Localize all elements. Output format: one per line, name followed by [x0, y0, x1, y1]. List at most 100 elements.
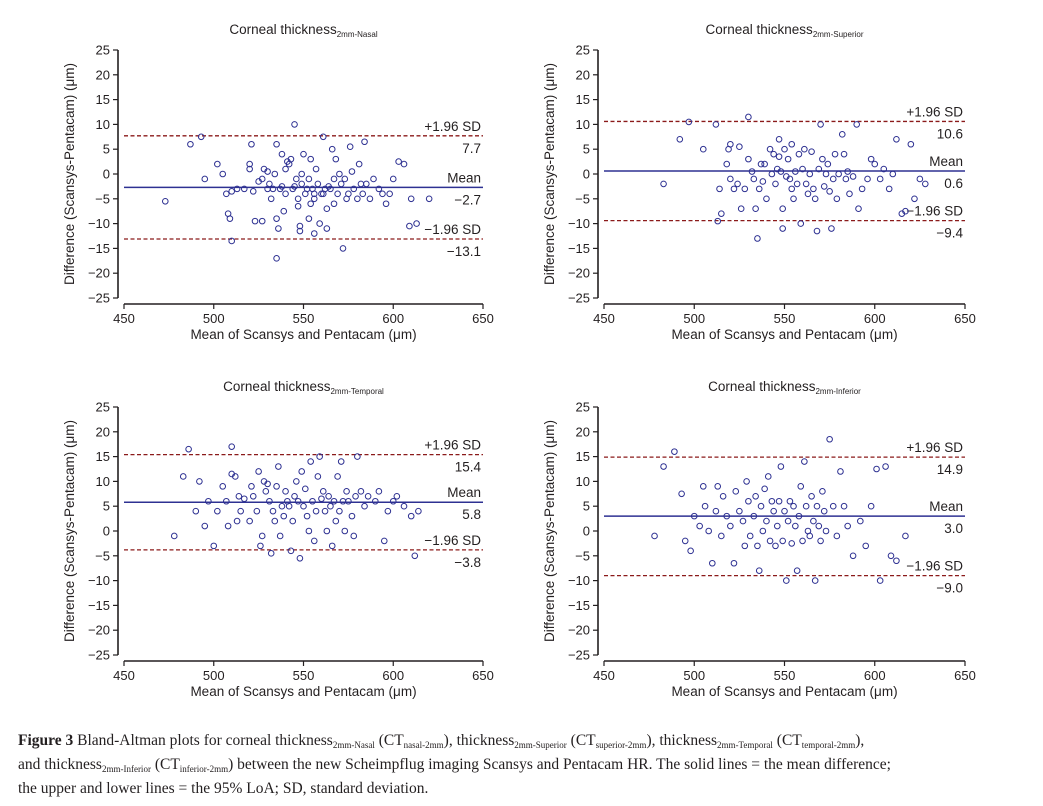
- data-point: [400, 160, 408, 168]
- data-point: [775, 153, 783, 160]
- data-point: [275, 225, 282, 232]
- data-point: [310, 190, 318, 198]
- x-tick-label: 650: [954, 668, 976, 683]
- data-point: [819, 155, 826, 163]
- data-point: [300, 150, 307, 158]
- data-point: [278, 183, 286, 190]
- data-point: [393, 492, 401, 500]
- data-point: [298, 180, 306, 188]
- data-point: [773, 522, 781, 530]
- data-point: [820, 183, 828, 190]
- data-point: [716, 185, 723, 193]
- y-tick-label: −25: [88, 648, 110, 663]
- data-point: [318, 495, 325, 503]
- data-point: [273, 483, 280, 490]
- data-point: [285, 502, 293, 510]
- data-point: [681, 537, 689, 545]
- data-point: [395, 158, 402, 165]
- data-point: [690, 512, 698, 520]
- data-point: [855, 205, 862, 213]
- data-point: [307, 155, 314, 163]
- figure-canvas: Corneal thickness2mm-Nasal 25 20 15 10 5 0 −5 −1…: [62, 22, 976, 699]
- data-point: [291, 183, 298, 190]
- data-point: [788, 540, 796, 547]
- lower-loa-value: −9.0: [936, 581, 963, 596]
- data-point: [844, 522, 851, 530]
- data-point: [712, 507, 720, 515]
- data-point: [251, 217, 259, 225]
- data-point: [282, 190, 289, 198]
- y-tick-label: 10: [96, 117, 110, 132]
- data-point: [339, 245, 347, 252]
- data-point: [246, 160, 253, 168]
- data-point: [811, 577, 819, 584]
- data-point: [757, 160, 765, 168]
- data-point: [730, 559, 738, 567]
- upper-loa-value: 7.7: [462, 141, 481, 156]
- data-point: [379, 190, 386, 198]
- mean-value: 3.0: [944, 521, 963, 536]
- data-point: [305, 175, 313, 183]
- data-point: [407, 512, 415, 520]
- chart-title: Corneal thickness2mm-Superior: [706, 22, 864, 39]
- caption-text: ), thickness: [646, 732, 718, 749]
- y-tick-label: −15: [88, 241, 110, 256]
- chart-title: Corneal thickness2mm-Temporal: [223, 379, 384, 396]
- data-point: [346, 143, 354, 151]
- data-point: [781, 145, 788, 153]
- data-point: [745, 155, 752, 163]
- data-point: [257, 542, 264, 550]
- data-point: [714, 483, 722, 490]
- data-point: [328, 145, 336, 153]
- lower-loa-value: −9.4: [936, 226, 963, 241]
- data-point: [811, 195, 819, 203]
- data-point: [822, 170, 830, 178]
- data-point: [258, 217, 266, 225]
- data-point: [170, 532, 178, 540]
- data-point: [678, 490, 685, 498]
- data-point: [282, 488, 289, 495]
- upper-loa-value: 10.6: [937, 126, 963, 141]
- data-point: [366, 195, 374, 203]
- data-point: [380, 537, 388, 545]
- y-tick-label: −20: [88, 266, 110, 281]
- data-point: [224, 522, 232, 530]
- data-point: [840, 150, 848, 158]
- y-axis-label: Difference (Scansys-Pentacam) (μm): [542, 63, 557, 285]
- caption-text: (CT: [154, 756, 180, 773]
- data-point: [249, 188, 257, 195]
- data-point: [777, 463, 785, 470]
- data-point: [305, 527, 313, 535]
- data-point: [332, 517, 340, 525]
- data-point: [287, 547, 295, 555]
- data-point: [849, 552, 857, 560]
- data-point: [736, 143, 743, 151]
- figure-label: Figure 3: [18, 732, 74, 749]
- data-point: [817, 537, 824, 545]
- data-point: [916, 175, 924, 183]
- y-tick-label: 0: [583, 167, 590, 182]
- data-point: [341, 527, 349, 535]
- data-point: [755, 185, 763, 193]
- data-point: [808, 492, 815, 500]
- data-point: [660, 463, 667, 470]
- data-point: [361, 138, 368, 146]
- data-point: [873, 465, 880, 473]
- data-point: [766, 537, 774, 545]
- y-tick-label: 25: [576, 400, 590, 415]
- data-point: [305, 215, 313, 222]
- data-point: [748, 168, 756, 175]
- x-axis-label: Mean of Scansys and Pentacam (μm): [190, 327, 416, 342]
- data-point: [323, 225, 331, 232]
- data-point: [312, 507, 320, 515]
- data-point: [334, 190, 341, 198]
- x-tick-label: 550: [774, 311, 796, 326]
- data-point: [336, 507, 343, 515]
- data-point: [768, 170, 776, 178]
- data-point: [323, 205, 331, 213]
- data-point: [775, 135, 783, 143]
- data-point: [389, 175, 397, 183]
- data-point: [907, 140, 915, 148]
- data-point: [361, 502, 368, 510]
- data-point: [736, 507, 743, 515]
